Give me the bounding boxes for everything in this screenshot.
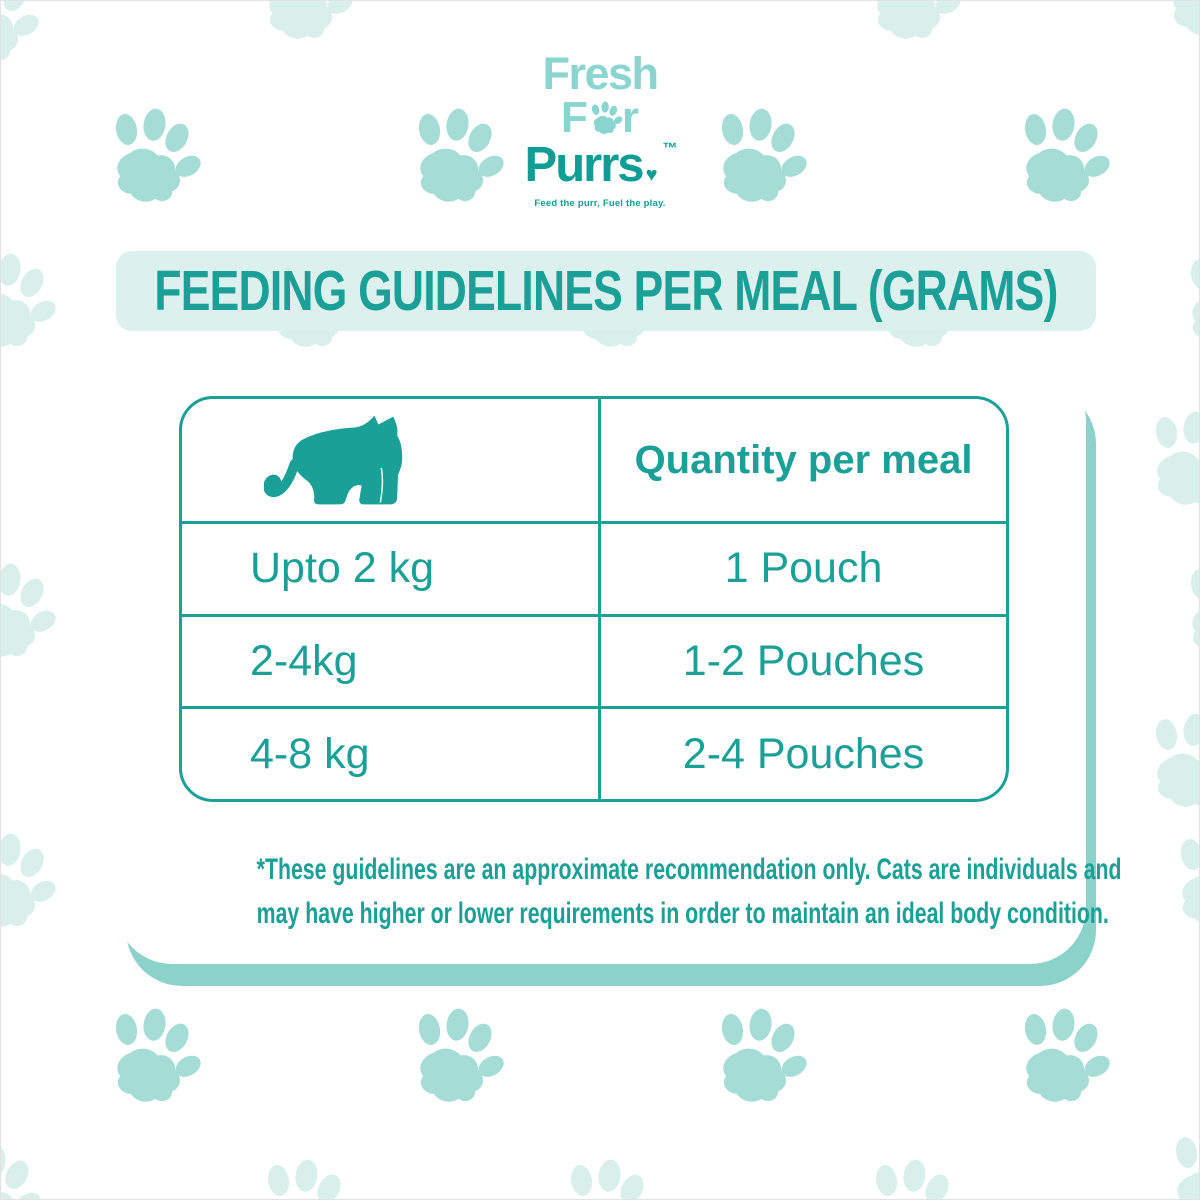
paw-print-icon xyxy=(1,238,69,364)
paw-print-icon xyxy=(997,93,1123,219)
weight-cell: 4-8 kg xyxy=(182,709,601,799)
quantity-value: 2-4 Pouches xyxy=(682,729,925,778)
paw-print-icon xyxy=(1,548,69,674)
paw-print-icon xyxy=(694,993,820,1119)
disclaimer-note: *These guidelines are an approximate rec… xyxy=(116,848,1122,935)
cat-icon xyxy=(264,412,406,508)
table-header-row: Quantity per meal xyxy=(182,399,1006,521)
weight-cell: 2-4kg xyxy=(182,616,601,707)
disclaimer-line-2: may have higher or lower requirements in… xyxy=(256,896,1109,930)
logo-letter-f: F xyxy=(560,93,588,142)
table-header-weight-cell xyxy=(182,399,601,521)
quantity-header-label: Quantity per meal xyxy=(634,437,973,482)
paw-print-icon xyxy=(1128,396,1199,522)
paw-print-icon xyxy=(391,93,517,219)
paw-print-icon xyxy=(88,993,214,1119)
paw-print-icon xyxy=(1163,548,1199,674)
quantity-cell: 1-2 Pouches xyxy=(601,617,1006,707)
paw-print-icon xyxy=(848,1144,974,1199)
logo-word-purrs: Purrs ♥ ™ xyxy=(524,138,678,192)
trademark-symbol: ™ xyxy=(662,140,678,157)
paw-print-icon xyxy=(391,993,517,1119)
quantity-value: 1 Pouch xyxy=(724,544,883,593)
weight-cell: Upto 2 kg xyxy=(182,524,601,614)
paw-print-icon xyxy=(1,1,52,78)
disclaimer-line-1: *These guidelines are an approximate rec… xyxy=(256,853,1122,886)
paw-print-icon xyxy=(1,1130,54,1199)
title-banner: FEEDING GUIDELINES PER MEAL (GRAMS) xyxy=(116,251,1096,331)
quantity-cell: 1 Pouch xyxy=(601,524,1006,614)
logo-word-for: F r xyxy=(560,93,639,142)
paw-print-icon xyxy=(543,1144,669,1199)
weight-value: 2-4kg xyxy=(250,637,358,685)
paw-print-icon xyxy=(1,818,69,944)
paw-print-icon xyxy=(240,1,366,56)
logo-tagline: Feed the purr, Fuel the play. xyxy=(534,198,666,209)
logo-purrs-text: Purrs xyxy=(524,138,645,192)
quantity-cell: 2-4 Pouches xyxy=(601,709,1006,799)
guidelines-card: Quantity per meal Upto 2 kg 1 Pouch 2-4k… xyxy=(116,366,1122,964)
paw-print-icon xyxy=(848,1,974,56)
paw-print-icon xyxy=(1148,1116,1199,1199)
paw-print-icon xyxy=(694,93,820,219)
logo-word-fresh: Fresh xyxy=(542,48,659,99)
brand-logo: Fresh F r Purrs ♥ ™ Feed the purr, Fuel t… xyxy=(1,51,1199,209)
quantity-value: 1-2 Pouches xyxy=(682,637,925,685)
table-row: 2-4kg 1-2 Pouches xyxy=(182,613,1006,707)
heart-icon: ♥ xyxy=(645,164,658,186)
logo-letter-r: r xyxy=(621,93,639,142)
weight-value: Upto 2 kg xyxy=(250,544,435,593)
logo-paw-icon xyxy=(585,98,626,139)
paw-print-icon xyxy=(240,1144,366,1199)
paw-print-icon xyxy=(997,993,1123,1119)
table-row: 4-8 kg 2-4 Pouches xyxy=(182,706,1006,799)
weight-value: 4-8 kg xyxy=(250,729,370,778)
table-row: Upto 2 kg 1 Pouch xyxy=(182,521,1006,614)
paw-print-icon xyxy=(88,93,214,219)
paw-print-icon xyxy=(1153,818,1199,944)
paw-print-icon xyxy=(1144,1,1199,52)
paw-print-icon xyxy=(1128,698,1199,824)
paw-print-icon xyxy=(1163,238,1199,364)
page-title: FEEDING GUIDELINES PER MEAL (GRAMS) xyxy=(154,259,1058,323)
table-header-quantity-cell: Quantity per meal xyxy=(601,399,1006,521)
feeding-table: Quantity per meal Upto 2 kg 1 Pouch 2-4k… xyxy=(179,396,1009,802)
